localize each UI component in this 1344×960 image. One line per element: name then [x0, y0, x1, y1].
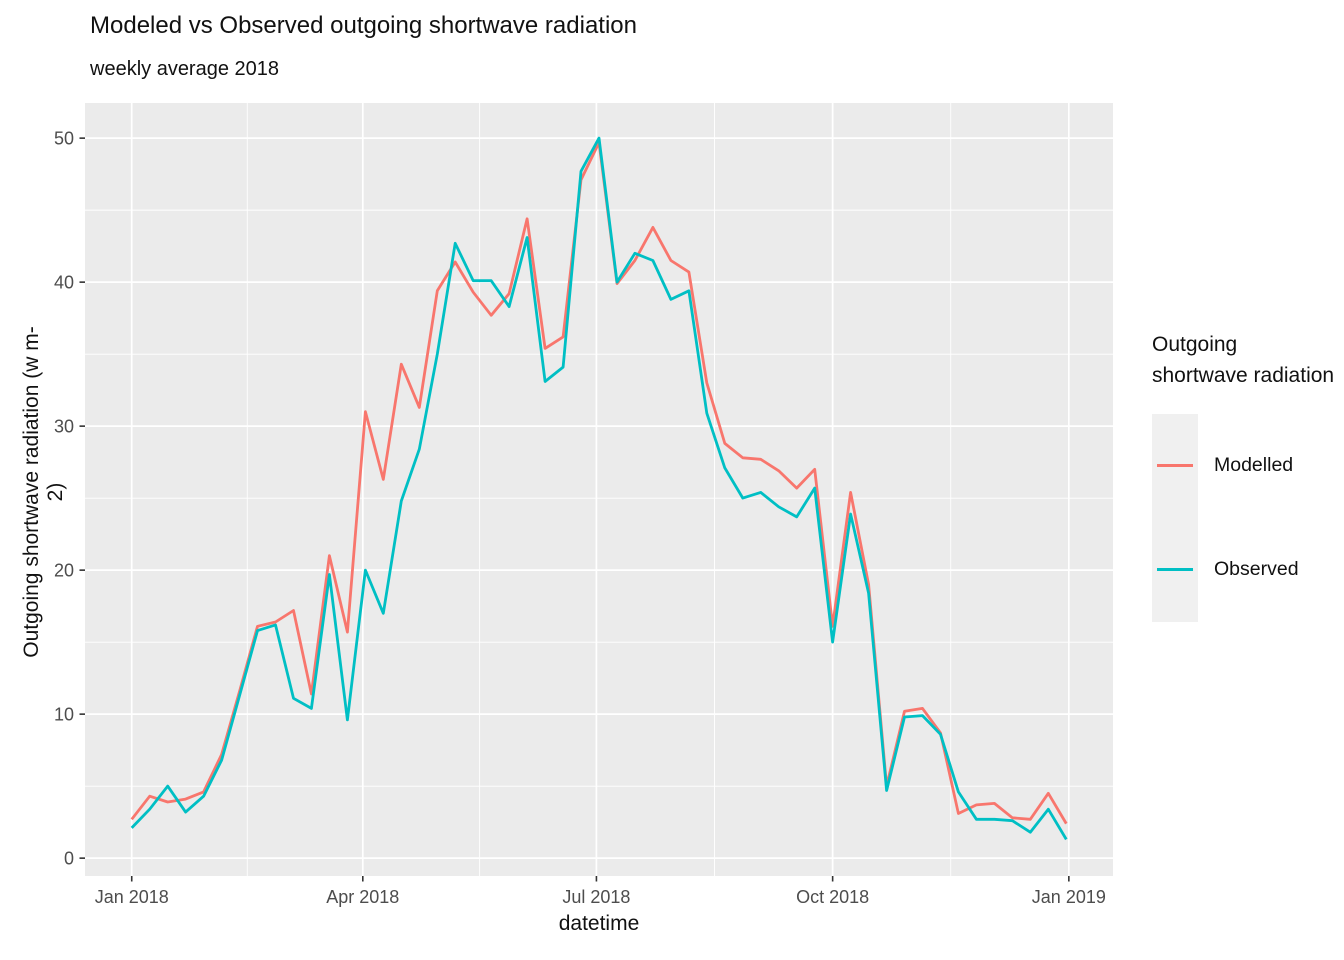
- x-tick-label: Jan 2018: [95, 887, 169, 907]
- legend-key-observed: [1152, 517, 1198, 622]
- legend-item-modelled: Modelled: [1152, 413, 1337, 518]
- legend: Outgoing shortwave radiation Modelled Ob…: [1152, 330, 1337, 622]
- observed-series-line: [130, 136, 1068, 841]
- axis-tick-marks: [79, 137, 1070, 882]
- y-tick-label: 10: [54, 705, 74, 725]
- chart-title: Modeled vs Observed outgoing shortwave r…: [90, 12, 637, 39]
- y-axis-tick-labels: 0 10 20 30 40 50: [54, 129, 74, 869]
- y-tick-label: 50: [54, 129, 74, 149]
- minor-gridlines: [85, 103, 1113, 876]
- legend-key-modelled: [1152, 413, 1198, 518]
- x-axis-title: datetime: [558, 912, 640, 935]
- x-axis-tick-labels: Jan 2018 Apr 2018 Jul 2018 Oct 2018 Jan 2019: [95, 887, 1106, 907]
- legend-item-observed: Observed: [1152, 517, 1337, 622]
- modelled-line-swatch-icon: [1157, 464, 1193, 468]
- plot-panel-background: [85, 103, 1113, 876]
- y-tick-label: 20: [54, 561, 74, 581]
- legend-items: Modelled Observed: [1152, 413, 1337, 622]
- y-tick-label: 0: [64, 849, 74, 869]
- legend-label-observed: Observed: [1214, 558, 1299, 581]
- observed-line-swatch-icon: [1157, 568, 1193, 572]
- chart-subtitle: weekly average 2018: [90, 58, 280, 80]
- major-gridlines: [85, 103, 1113, 876]
- legend-label-modelled: Modelled: [1214, 454, 1294, 477]
- y-tick-label: 30: [54, 417, 74, 437]
- x-tick-label: Apr 2018: [326, 887, 399, 907]
- legend-title: Outgoing shortwave radiation: [1152, 333, 1335, 387]
- x-tick-label: Oct 2018: [796, 887, 869, 907]
- x-tick-label: Jan 2019: [1032, 887, 1106, 907]
- x-tick-label: Jul 2018: [562, 887, 630, 907]
- y-axis-title: Outgoing shortwave radiation (w m-2): [20, 326, 67, 658]
- y-tick-label: 40: [54, 273, 74, 293]
